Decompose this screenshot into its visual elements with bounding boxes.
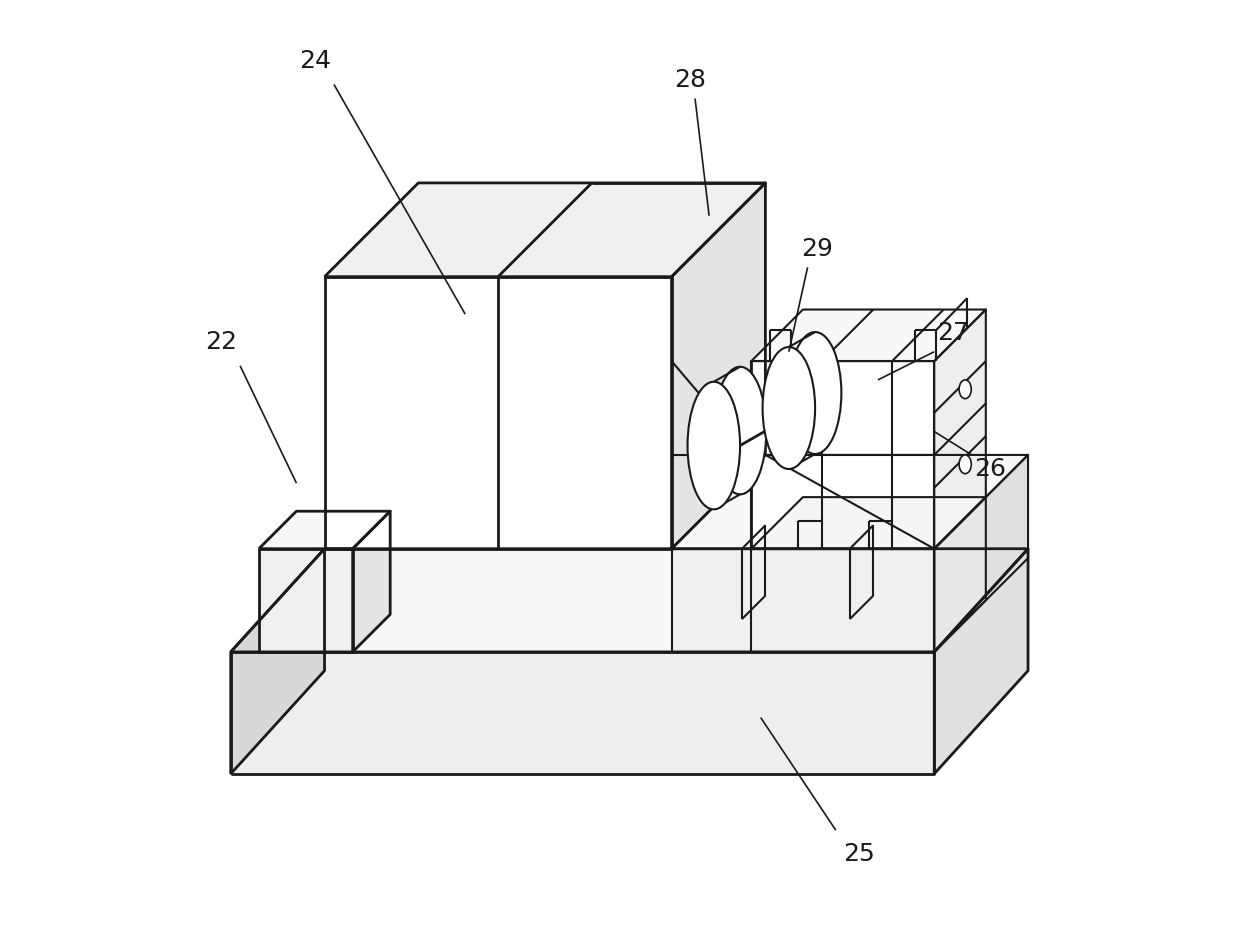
Polygon shape bbox=[751, 310, 986, 361]
Polygon shape bbox=[231, 652, 934, 774]
Text: 22: 22 bbox=[206, 330, 237, 355]
Polygon shape bbox=[751, 497, 986, 549]
Text: 26: 26 bbox=[975, 457, 1007, 481]
Ellipse shape bbox=[959, 455, 971, 474]
Polygon shape bbox=[751, 549, 934, 652]
Polygon shape bbox=[231, 549, 1028, 652]
Polygon shape bbox=[231, 549, 325, 774]
Text: 25: 25 bbox=[843, 841, 875, 866]
Text: 27: 27 bbox=[937, 321, 968, 345]
Polygon shape bbox=[325, 277, 672, 549]
Ellipse shape bbox=[763, 347, 815, 469]
Polygon shape bbox=[352, 511, 391, 652]
Polygon shape bbox=[934, 497, 986, 652]
Polygon shape bbox=[325, 183, 765, 277]
Polygon shape bbox=[934, 310, 986, 549]
Polygon shape bbox=[672, 455, 1028, 549]
Text: 24: 24 bbox=[299, 49, 331, 73]
Polygon shape bbox=[259, 549, 352, 652]
Text: 28: 28 bbox=[675, 68, 707, 92]
Ellipse shape bbox=[959, 380, 971, 399]
Ellipse shape bbox=[687, 382, 740, 509]
Polygon shape bbox=[934, 455, 1028, 652]
Polygon shape bbox=[751, 361, 934, 549]
Polygon shape bbox=[934, 549, 1028, 774]
Text: 29: 29 bbox=[801, 236, 833, 261]
Ellipse shape bbox=[789, 332, 842, 454]
Polygon shape bbox=[672, 549, 934, 652]
Ellipse shape bbox=[714, 367, 766, 494]
Polygon shape bbox=[672, 183, 765, 549]
Polygon shape bbox=[259, 511, 391, 549]
